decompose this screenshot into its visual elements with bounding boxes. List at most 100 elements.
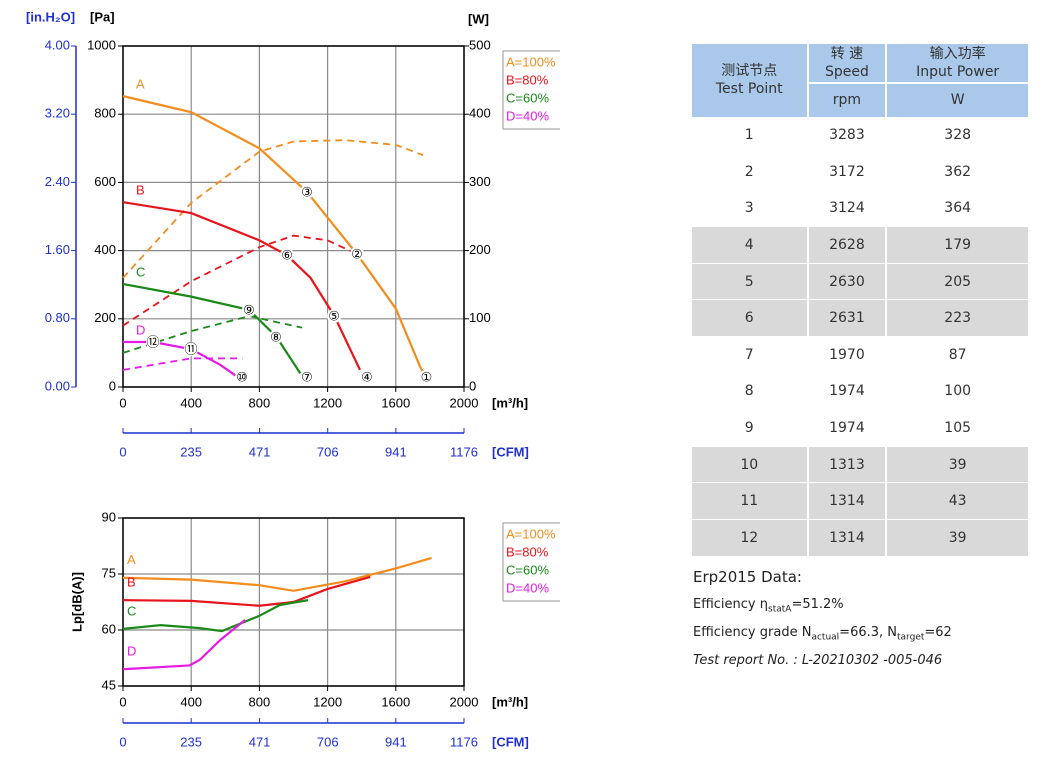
- point-marker: [359, 369, 374, 384]
- label: Efficiency grade: [693, 625, 798, 640]
- header-en: Test Point: [715, 81, 783, 98]
- legend-entry: D=40%: [506, 108, 549, 123]
- curve: [122, 575, 371, 607]
- charts: 0 400 800 1200 1600 200002004006008001000[m³/…: [26, 9, 560, 749]
- x-tick-label: 0: [119, 395, 126, 410]
- curve-label: D: [127, 644, 136, 659]
- header-cell: 输入功率 Input Power: [885, 44, 1028, 83]
- y-tick-label: 60: [102, 621, 116, 636]
- power-line: [122, 234, 358, 327]
- y2-tick-label: 300: [469, 174, 491, 189]
- y-axis-label: [Pa]: [90, 9, 115, 24]
- x-tick-label: 400: [180, 694, 202, 709]
- table-cell: 1314: [806, 519, 887, 556]
- table-cell: 3: [690, 189, 808, 227]
- unit-cell: W: [885, 82, 1028, 117]
- table-cell: 205: [885, 262, 1028, 300]
- y-tick-label: 400: [94, 242, 116, 257]
- table-cell: 2: [690, 153, 808, 191]
- table-cell: 1970: [806, 336, 887, 374]
- table-row: 4 2628 179: [690, 226, 1028, 264]
- curve: [122, 95, 427, 378]
- curve-label: A: [136, 77, 145, 92]
- plot-frame: [122, 45, 465, 388]
- legend-entry: A=100%: [506, 54, 556, 69]
- header-cell: 测试节点 Test Point: [690, 44, 808, 117]
- power-line: [122, 139, 424, 279]
- table-cell: 2628: [806, 226, 887, 264]
- cfm-tick-label: 1176: [450, 444, 478, 459]
- point-label: ①: [421, 370, 433, 385]
- table-cell: 4: [690, 226, 808, 264]
- header-zh: 转 速: [830, 46, 864, 62]
- y2-tick-label: 500: [469, 37, 491, 52]
- y-tick-label: 600: [94, 174, 116, 189]
- alt-tick-label: 1.60: [45, 242, 70, 257]
- cfm-tick-label: 941: [385, 734, 407, 749]
- alt-tick-label: 0.80: [45, 310, 70, 325]
- cfm-tick-label: 471: [249, 734, 271, 749]
- point-label: ⑤: [328, 310, 340, 325]
- curve: [122, 556, 432, 592]
- point-marker: [184, 342, 199, 357]
- sub: statA: [768, 604, 792, 615]
- cfm-tick-label: 1176: [450, 734, 478, 749]
- y-axis-label: Lp[dB(A)]: [69, 572, 84, 632]
- legend-entry: A=100%: [506, 526, 556, 541]
- erp-title: Erp2015 Data:: [693, 568, 802, 586]
- table-cell: 10: [690, 445, 808, 483]
- symbol: η: [759, 597, 769, 612]
- table-cell: 39: [885, 519, 1028, 556]
- table-cell: 2630: [806, 262, 887, 300]
- legend-entry: D=40%: [506, 580, 549, 595]
- value: =62: [924, 625, 952, 640]
- x-tick-label: 1200: [313, 694, 342, 709]
- y-tick-label: 1000: [87, 37, 116, 52]
- cfm-axis-label: [CFM]: [492, 444, 529, 459]
- table-cell: 9: [690, 409, 808, 447]
- table-cell: 1974: [806, 372, 887, 410]
- table-cell: 100: [885, 372, 1028, 410]
- table-cell: 12: [690, 519, 808, 556]
- x-tick-label: 800: [249, 395, 271, 410]
- y2-tick-label: 400: [469, 106, 491, 121]
- curve: [122, 619, 246, 671]
- y-tick-label: 75: [102, 565, 116, 580]
- table-cell: 223: [885, 299, 1028, 337]
- table-row: 1 3283 328: [690, 116, 1028, 154]
- n: N: [801, 625, 812, 640]
- cfm-tick-label: 235: [180, 444, 202, 459]
- table-cell: 43: [885, 482, 1028, 520]
- curve-label: B: [127, 575, 136, 590]
- curve-label: B: [136, 183, 145, 198]
- cfm-tick-label: 0: [119, 734, 126, 749]
- erp-block: Erp2015 Data: Efficiency ηstatA=51.2% Ef…: [693, 563, 952, 675]
- y2-tick-label: 200: [469, 242, 491, 257]
- curve-label: C: [127, 603, 136, 618]
- table-row: 8 1974 100: [690, 372, 1028, 410]
- point-marker: [280, 248, 295, 263]
- point-label: ⑫: [147, 335, 160, 350]
- table-row: 11 1314 43: [690, 482, 1028, 520]
- table-cell: 3172: [806, 153, 887, 191]
- alt-tick-label: 3.20: [45, 106, 70, 121]
- cfm-tick-label: 235: [180, 734, 202, 749]
- report: Test report No. : L-20210302 -005-046: [693, 653, 943, 668]
- header-zh: 输入功率: [929, 46, 986, 62]
- legend-box: [502, 50, 560, 130]
- point-label: ③: [301, 185, 313, 200]
- alt-tick-label: 2.40: [45, 174, 70, 189]
- point-marker: [268, 329, 283, 344]
- test-table: 测试节点 Test Point 转 速 Speed 输入功率 Input Power …: [690, 44, 1028, 556]
- table-cell: 3283: [806, 116, 887, 154]
- table-cell: 11: [690, 482, 808, 520]
- table-cell: 328: [885, 116, 1028, 154]
- legend-entry: B=80%: [506, 544, 549, 559]
- alt-tick-label: 0.00: [45, 378, 70, 393]
- table-row: 9 1974 105: [690, 409, 1028, 447]
- cfm-tick-label: 941: [385, 444, 407, 459]
- table-cell: 1314: [806, 482, 887, 520]
- point-label: ⑥: [281, 249, 293, 264]
- sub: actual: [811, 632, 840, 643]
